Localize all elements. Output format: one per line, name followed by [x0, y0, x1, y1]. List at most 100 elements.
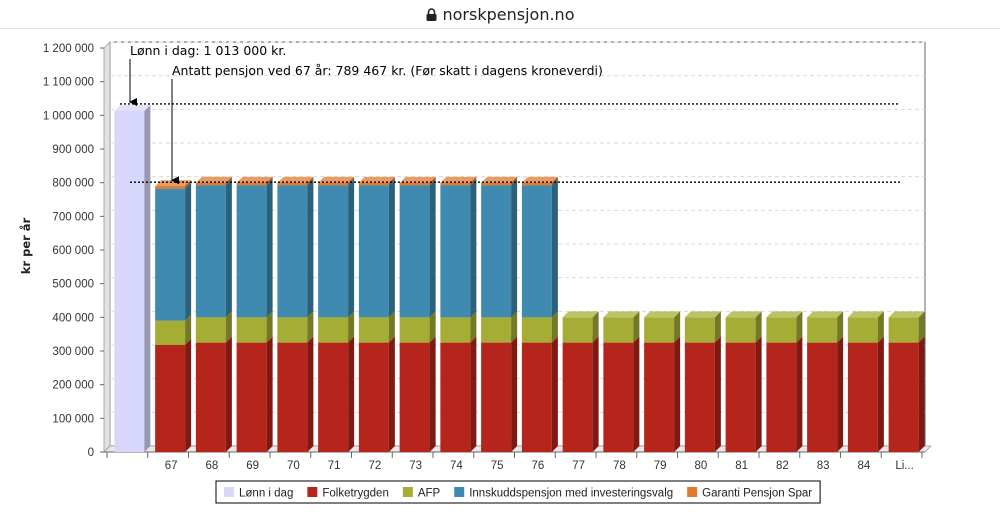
bar-segment-top: [277, 176, 314, 183]
bar-segment-side: [429, 311, 436, 343]
bar-segment: [725, 342, 756, 452]
x-tick-label: 81: [735, 460, 748, 472]
bar-stack: [236, 176, 273, 452]
bar-segment: [236, 317, 267, 343]
y-tick-label: 900 000: [52, 144, 94, 156]
legend-label: Lønn i dag: [239, 488, 293, 500]
legend-swatch: [307, 487, 318, 497]
bar-segment-side: [307, 311, 314, 343]
legend-box: [215, 480, 821, 504]
bar-segment: [277, 185, 308, 318]
bar-segment: [847, 342, 878, 452]
bar-segment: [603, 342, 634, 452]
bar-segment: [277, 342, 308, 452]
bar-segment-top: [440, 176, 477, 183]
bar-segment-side: [877, 311, 884, 343]
bar-stack: [195, 176, 232, 452]
bar-segment-side: [388, 311, 395, 343]
bar-segment-top: [318, 176, 355, 183]
bar-segment-top: [155, 180, 192, 187]
bar-segment-side: [185, 182, 192, 321]
legend-item[interactable]: Folketrygden: [307, 487, 389, 500]
bar-segment-top: [562, 311, 599, 318]
bar-segment-side: [144, 104, 151, 452]
bar-segment-side: [674, 311, 681, 343]
bars: [114, 104, 925, 452]
bar-segment: [521, 342, 552, 452]
legend-label: Innskuddspensjon med investeringsvalg: [469, 488, 673, 500]
bar-segment: [521, 185, 552, 318]
bar-segment: [603, 317, 634, 343]
bar-stack: [521, 176, 558, 452]
bar-segment: [399, 185, 430, 318]
bar-segment: [440, 342, 471, 452]
bar-segment-side: [266, 179, 273, 318]
legend-item[interactable]: AFP: [402, 487, 441, 500]
bar-stack: [114, 104, 151, 452]
legend-swatch: [454, 487, 465, 497]
bar-stack: [399, 176, 436, 452]
bar-segment-top: [399, 176, 436, 183]
bar-segment-side: [348, 176, 355, 186]
x-tick-label: 72: [368, 460, 381, 472]
legend-item[interactable]: Garanti Pensjon Spar: [687, 487, 812, 500]
bar-segment-side: [633, 311, 640, 343]
x-tick-label: 74: [450, 460, 463, 472]
bar-segment-side: [551, 176, 558, 186]
legend-item[interactable]: Innskuddspensjon med investeringsvalg: [454, 487, 673, 500]
bar-segment: [318, 182, 349, 186]
bar-stack: [358, 176, 395, 452]
bar-segment-top: [725, 311, 762, 318]
bar-segment-side: [388, 179, 395, 318]
bar-segment-side: [551, 311, 558, 343]
bar-segment-top: [807, 311, 844, 318]
x-tick-label: 75: [491, 460, 504, 472]
y-tick-label: 200 000: [52, 380, 94, 392]
bar-segment-side: [185, 314, 192, 345]
url-display[interactable]: norskpensjon.no: [426, 5, 574, 24]
bar-segment-side: [592, 311, 599, 343]
legend-item[interactable]: Lønn i dag: [224, 487, 293, 500]
x-axis-ticks: 67 68 69 70 71 72 73 74 75 76 77 78 79 80 81 82 83 84 Li..…: [106, 452, 923, 472]
bar-segment-side: [674, 336, 681, 452]
bar-stack: [481, 176, 518, 452]
bar-segment-side: [511, 176, 518, 186]
bar-segment: [236, 342, 267, 452]
bar-segment-side: [918, 336, 925, 452]
y-tick-label: 1 000 000: [43, 110, 94, 122]
bar-segment: [807, 317, 838, 343]
x-tick-label: 73: [409, 460, 422, 472]
reference-label: Antatt pensjon ved 67 år: 789 467 kr. (F…: [172, 63, 603, 78]
left-wall: [103, 41, 111, 453]
x-tick-label: 80: [694, 460, 707, 472]
bar-segment: [481, 342, 512, 452]
y-tick-label: 700 000: [52, 211, 94, 223]
bar-segment: [481, 182, 512, 186]
bar-segment: [155, 188, 186, 321]
browser-address-bar[interactable]: norskpensjon.no: [0, 0, 1000, 29]
bar-stack: [766, 311, 803, 452]
bar-segment-side: [429, 179, 436, 318]
x-tick-label: 71: [328, 460, 341, 472]
bar-segment-side: [877, 336, 884, 452]
bar-segment-side: [266, 176, 273, 186]
bar-segment-top: [195, 176, 232, 183]
bar-segment: [644, 342, 675, 452]
bar-segment: [358, 182, 389, 186]
x-tick-label: 77: [572, 460, 585, 472]
bar-segment: [766, 342, 797, 452]
bar-segment-side: [348, 336, 355, 452]
bar-segment: [114, 110, 145, 452]
legend-label: Folketrygden: [322, 488, 388, 500]
bar-segment-top: [603, 311, 640, 318]
bar-segment: [481, 185, 512, 318]
bar-segment-top: [236, 176, 273, 183]
bar-segment-side: [429, 336, 436, 452]
bar-segment: [684, 317, 715, 343]
bar-segment-side: [266, 311, 273, 343]
y-tick-label: 500 000: [52, 279, 94, 291]
bar-segment: [195, 342, 226, 452]
bar-segment-side: [796, 336, 803, 452]
bar-segment-side: [225, 179, 232, 318]
y-tick-label: 400 000: [52, 312, 94, 324]
